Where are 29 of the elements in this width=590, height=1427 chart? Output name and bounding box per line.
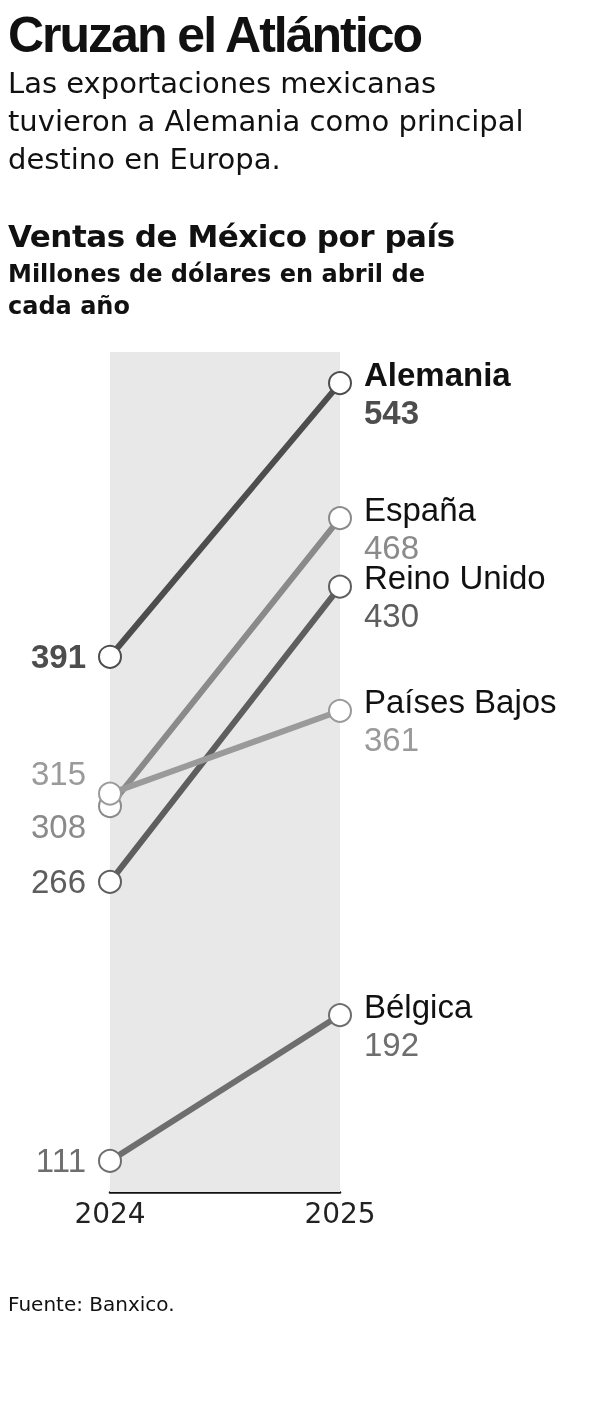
point [328, 698, 352, 723]
data-label: 430 [364, 597, 420, 635]
point [328, 574, 352, 599]
series-label: España [364, 490, 477, 528]
data-label: 266 [30, 863, 86, 901]
point [98, 869, 122, 894]
text: Ventas de México por país [7, 217, 456, 254]
data-label: 111 [35, 1142, 86, 1180]
point [98, 644, 122, 669]
series-label: Alemania [364, 355, 512, 393]
y-axis-title: Millones de dólares en abril de cada año [7, 259, 426, 322]
series-label: Países Bajos [364, 683, 557, 721]
point [98, 1148, 122, 1173]
data-label: 192 [364, 1025, 420, 1063]
x-tick-label: 2024 [74, 1196, 146, 1230]
data-label: 543 [364, 393, 420, 431]
data-label: 308 [30, 807, 86, 845]
point [328, 1003, 352, 1028]
chart-title: Cruzan el Atlántico [7, 6, 422, 64]
point [328, 506, 352, 531]
x-tick-label: 2025 [304, 1196, 376, 1230]
data-label: 361 [364, 721, 420, 759]
chart-subtitle: Las exportaciones mexicanas tuvieron a Alemania como principal destino en Europa. [7, 65, 525, 178]
point [98, 781, 122, 806]
point [328, 371, 352, 396]
data-label: 315 [30, 755, 86, 793]
data-label: 391 [30, 638, 86, 676]
series-label: Bélgica [364, 987, 473, 1025]
source-note: Fuente: Banxico. [7, 1291, 176, 1318]
